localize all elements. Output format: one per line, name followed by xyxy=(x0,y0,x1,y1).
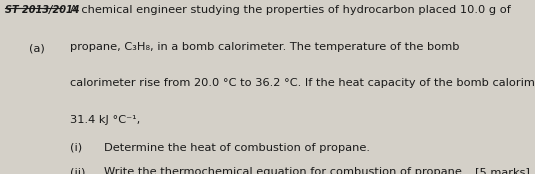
Text: (ii): (ii) xyxy=(70,167,85,174)
Text: Determine the heat of combustion of propane.: Determine the heat of combustion of prop… xyxy=(104,143,370,153)
Text: ST 2013/2014: ST 2013/2014 xyxy=(5,5,80,15)
Text: [5 marks]: [5 marks] xyxy=(475,167,530,174)
Text: Write the thermochemical equation for combustion of propane.: Write the thermochemical equation for co… xyxy=(104,167,466,174)
Text: propane, C₃H₈, in a bomb calorimeter. The temperature of the bomb: propane, C₃H₈, in a bomb calorimeter. Th… xyxy=(70,42,459,52)
Text: 31.4 kJ °C⁻¹,: 31.4 kJ °C⁻¹, xyxy=(70,115,140,125)
Text: calorimeter rise from 20.0 °C to 36.2 °C. If the heat capacity of the bomb calor: calorimeter rise from 20.0 °C to 36.2 °C… xyxy=(70,78,535,88)
Text: A chemical engineer studying the properties of hydrocarbon placed 10.0 g of: A chemical engineer studying the propert… xyxy=(70,5,510,15)
Text: (i): (i) xyxy=(70,143,82,153)
Text: (a): (a) xyxy=(29,44,45,53)
